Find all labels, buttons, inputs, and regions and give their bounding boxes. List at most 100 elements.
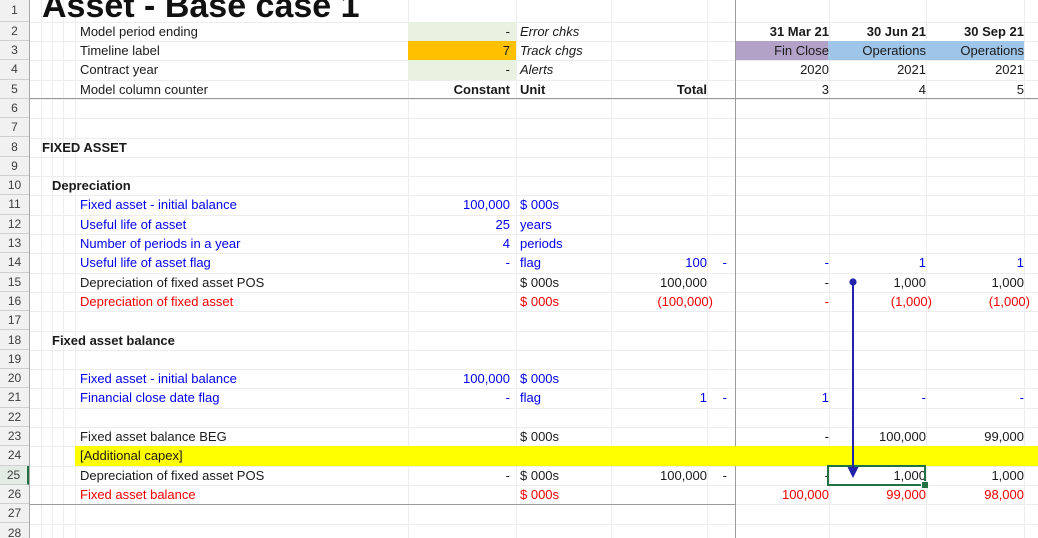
r8-label[interactable]: FIXED ASSET xyxy=(42,138,127,157)
r2-unit[interactable]: Error chks xyxy=(520,22,579,41)
r25-unit[interactable]: $ 000s xyxy=(520,466,559,485)
row-header-23[interactable]: 23 xyxy=(0,427,29,446)
row-header-11[interactable]: 11 xyxy=(0,195,29,214)
period-1-counter[interactable]: 4 xyxy=(829,80,931,99)
period-0-counter[interactable]: 3 xyxy=(736,80,834,99)
r14-period-1[interactable]: 1 xyxy=(829,253,931,272)
r2-constant[interactable]: - xyxy=(408,22,516,41)
r4-constant[interactable]: - xyxy=(408,60,516,79)
r15-unit[interactable]: $ 000s xyxy=(520,273,559,292)
r12-constant[interactable]: 25 xyxy=(408,215,516,234)
period-2-year[interactable]: 2021 xyxy=(926,60,1029,79)
r21-label[interactable]: Financial close date flag xyxy=(80,388,219,407)
r14-check[interactable]: - xyxy=(707,253,727,272)
r16-label[interactable]: Depreciation of fixed asset xyxy=(80,292,233,311)
r10-label[interactable]: Depreciation xyxy=(52,176,131,195)
r5-constant[interactable]: Constant xyxy=(408,80,516,99)
r20-constant[interactable]: 100,000 xyxy=(408,369,516,388)
r13-unit[interactable]: periods xyxy=(520,234,563,253)
r14-period-0[interactable]: - xyxy=(736,253,834,272)
r21-unit[interactable]: flag xyxy=(520,388,541,407)
r25-label[interactable]: Depreciation of fixed asset POS xyxy=(80,466,264,485)
row-header-27[interactable]: 27 xyxy=(0,504,29,523)
r14-constant[interactable]: - xyxy=(408,253,516,272)
period-0-year[interactable]: 2020 xyxy=(736,60,834,79)
r25-period-0[interactable]: - xyxy=(736,466,834,485)
row-header-12[interactable]: 12 xyxy=(0,215,29,234)
r25-check[interactable]: - xyxy=(707,466,727,485)
row-header-15[interactable]: 15 xyxy=(0,273,29,292)
r26-period-0[interactable]: 100,000 xyxy=(736,485,834,504)
row-header-22[interactable]: 22 xyxy=(0,408,29,427)
row-header-13[interactable]: 13 xyxy=(0,234,29,253)
r15-period-0[interactable]: - xyxy=(736,273,834,292)
r16-period-1[interactable]: (1,000) xyxy=(829,292,937,311)
row-header-20[interactable]: 20 xyxy=(0,369,29,388)
r26-period-1[interactable]: 99,000 xyxy=(829,485,931,504)
r21-period-0[interactable]: 1 xyxy=(736,388,834,407)
r14-period-2[interactable]: 1 xyxy=(926,253,1029,272)
r25-constant[interactable]: - xyxy=(408,466,516,485)
row-header-18[interactable]: 18 xyxy=(0,331,29,350)
r3-label[interactable]: Timeline label xyxy=(80,41,160,60)
row-header-7[interactable]: 7 xyxy=(0,118,29,137)
r13-label[interactable]: Number of periods in a year xyxy=(80,234,240,253)
r15-label[interactable]: Depreciation of fixed asset POS xyxy=(80,273,264,292)
row-header-5[interactable]: 5 xyxy=(0,80,29,99)
r26-unit[interactable]: $ 000s xyxy=(520,485,559,504)
row-header-2[interactable]: 2 xyxy=(0,22,29,41)
r21-period-2[interactable]: - xyxy=(926,388,1029,407)
row-header-4[interactable]: 4 xyxy=(0,60,29,79)
row-header-3[interactable]: 3 xyxy=(0,41,29,60)
r21-total[interactable]: 1 xyxy=(598,388,707,407)
row-header-25[interactable]: 25 xyxy=(0,466,29,485)
selection-fill-handle[interactable] xyxy=(921,481,929,489)
r23-period-2[interactable]: 99,000 xyxy=(926,427,1029,446)
r26-period-2[interactable]: 98,000 xyxy=(926,485,1029,504)
r23-period-0[interactable]: - xyxy=(736,427,834,446)
period-1-year[interactable]: 2021 xyxy=(829,60,931,79)
r16-unit[interactable]: $ 000s xyxy=(520,292,559,311)
row-header-10[interactable]: 10 xyxy=(0,176,29,195)
r14-label[interactable]: Useful life of asset flag xyxy=(80,253,211,272)
period-0-phase[interactable]: Fin Close xyxy=(736,41,834,60)
row-header-17[interactable]: 17 xyxy=(0,311,29,330)
r11-label[interactable]: Fixed asset - initial balance xyxy=(80,195,237,214)
r14-unit[interactable]: flag xyxy=(520,253,541,272)
r23-period-1[interactable]: 100,000 xyxy=(829,427,931,446)
r25-period-2[interactable]: 1,000 xyxy=(926,466,1029,485)
r5-label[interactable]: Model column counter xyxy=(80,80,208,99)
r3-unit[interactable]: Track chgs xyxy=(520,41,583,60)
period-2-date[interactable]: 30 Sep 21 xyxy=(926,22,1029,41)
row-header-6[interactable]: 6 xyxy=(0,99,29,118)
r12-label[interactable]: Useful life of asset xyxy=(80,215,186,234)
row-header-8[interactable]: 8 xyxy=(0,138,29,157)
period-2-phase[interactable]: Operations xyxy=(926,41,1029,60)
row-header-14[interactable]: 14 xyxy=(0,253,29,272)
r15-total[interactable]: 100,000 xyxy=(598,273,707,292)
r12-unit[interactable]: years xyxy=(520,215,552,234)
row-header-9[interactable]: 9 xyxy=(0,157,29,176)
r16-period-0[interactable]: - xyxy=(736,292,834,311)
r18-label[interactable]: Fixed asset balance xyxy=(52,331,175,350)
row-header-1[interactable]: 1 xyxy=(0,0,29,22)
row-header-26[interactable]: 26 xyxy=(0,485,29,504)
period-1-date[interactable]: 30 Jun 21 xyxy=(829,22,931,41)
period-2-counter[interactable]: 5 xyxy=(926,80,1029,99)
period-1-phase[interactable]: Operations xyxy=(829,41,931,60)
r11-constant[interactable]: 100,000 xyxy=(408,195,516,214)
r25-total[interactable]: 100,000 xyxy=(598,466,707,485)
r14-total[interactable]: 100 xyxy=(598,253,707,272)
row-header-24[interactable]: 24 xyxy=(0,446,29,465)
r21-check[interactable]: - xyxy=(707,388,727,407)
r5-total[interactable]: Total xyxy=(598,80,707,99)
r26-label[interactable]: Fixed asset balance xyxy=(80,485,196,504)
r4-unit[interactable]: Alerts xyxy=(520,60,553,79)
r20-unit[interactable]: $ 000s xyxy=(520,369,559,388)
row-header-16[interactable]: 16 xyxy=(0,292,29,311)
r16-period-2[interactable]: (1,000) xyxy=(926,292,1035,311)
r24-label[interactable]: [Additional capex] xyxy=(80,446,183,465)
row-header-21[interactable]: 21 xyxy=(0,388,29,407)
r3-constant[interactable]: 7 xyxy=(408,41,516,60)
r13-constant[interactable]: 4 xyxy=(408,234,516,253)
